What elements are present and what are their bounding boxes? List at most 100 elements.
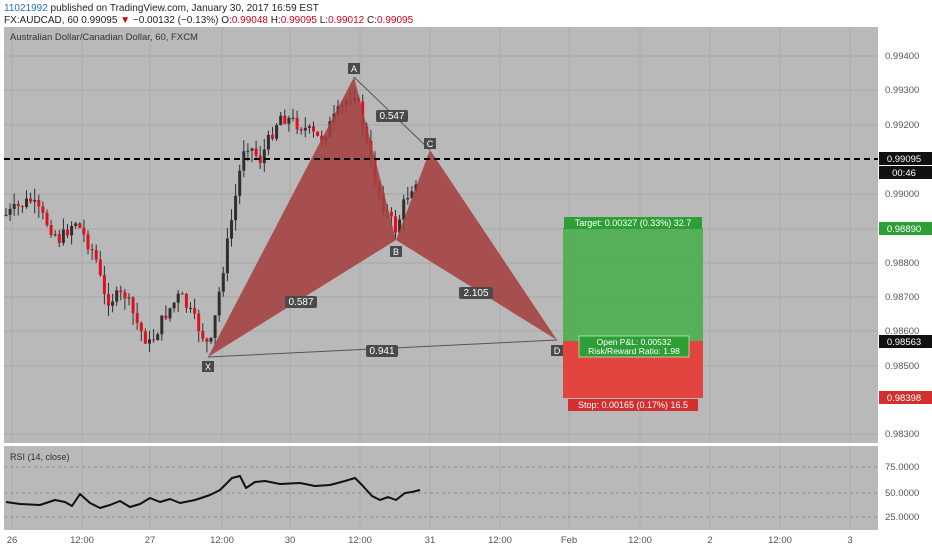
candle-body bbox=[189, 307, 192, 309]
risk-reward-label: Risk/Reward Ratio: 1.98 bbox=[588, 346, 680, 356]
entry-price-tag-text: 0.98563 bbox=[887, 337, 921, 348]
target-price-tag bbox=[879, 222, 932, 235]
target-price-tag-text: 0.98890 bbox=[887, 224, 921, 235]
candle-body bbox=[156, 334, 160, 341]
candle-body bbox=[107, 294, 110, 306]
target-zone[interactable] bbox=[563, 228, 703, 341]
candle-body bbox=[176, 293, 180, 303]
candle-body bbox=[225, 238, 229, 274]
price-tick-label: 0.98700 bbox=[885, 292, 919, 303]
candle-body bbox=[12, 203, 16, 209]
candle-body bbox=[102, 275, 106, 295]
candle-body bbox=[283, 115, 287, 124]
point-c-box bbox=[424, 138, 436, 149]
candle-body bbox=[74, 223, 78, 226]
pl-label-box bbox=[578, 335, 690, 358]
rsi-tick-label: 25.0000 bbox=[885, 512, 919, 523]
candle-body bbox=[168, 308, 172, 319]
last-price: 0.99095 bbox=[81, 15, 118, 26]
time-axis[interactable] bbox=[4, 530, 878, 550]
ratio-bd-box bbox=[459, 287, 493, 299]
point-a-box bbox=[348, 63, 360, 74]
symbol-name[interactable]: FX:AUDCAD, 60 bbox=[4, 15, 79, 26]
price-tick-label: 0.99000 bbox=[885, 189, 919, 200]
candle-body bbox=[299, 129, 303, 131]
change-down-icon: ▼ bbox=[120, 15, 131, 26]
author-link[interactable]: 11021992 bbox=[4, 3, 48, 14]
low-label: L: bbox=[319, 15, 329, 26]
publish-text: published on TradingView.com, January 30… bbox=[50, 3, 319, 14]
candle-body bbox=[389, 211, 393, 217]
candle-body bbox=[16, 203, 20, 207]
time-tick-label: 26 bbox=[7, 535, 18, 546]
candle-body bbox=[234, 195, 238, 221]
candle-body bbox=[4, 214, 8, 216]
rsi-line bbox=[5, 475, 421, 509]
stop-label: Stop: 0.00165 (0.17%) 16.5 bbox=[578, 400, 688, 410]
price-axis[interactable] bbox=[878, 27, 932, 530]
ratio-ab: 0.547 bbox=[379, 111, 404, 122]
candle-body bbox=[410, 191, 414, 198]
candle-body bbox=[266, 134, 270, 150]
pattern-triangle-bcd[interactable] bbox=[396, 150, 557, 340]
candle-body bbox=[164, 315, 168, 319]
open-pl-label: Open P&L: 0.00532 bbox=[597, 337, 672, 347]
high-value: 0.99095 bbox=[280, 15, 317, 26]
ratio-xb: 0.587 bbox=[288, 297, 313, 308]
candle-body bbox=[172, 302, 176, 309]
candle-body bbox=[394, 216, 397, 233]
rsi-tick-label: 75.0000 bbox=[885, 462, 919, 473]
candle-body bbox=[135, 313, 139, 323]
candle-body bbox=[111, 301, 115, 306]
candle-body bbox=[82, 227, 86, 235]
candle-body bbox=[78, 223, 82, 228]
candle-body bbox=[238, 170, 242, 196]
harmonic-pattern[interactable]: 0.547 0.587 2.105 0.941 A X B C D bbox=[202, 63, 563, 372]
time-tick-label: 12:00 bbox=[488, 535, 512, 546]
symbol-quote-line: FX:AUDCAD, 60 0.99095 ▼ −0.00132 (−0.13%… bbox=[4, 15, 413, 26]
entry-price-tag bbox=[879, 335, 932, 348]
close-label: C: bbox=[367, 15, 377, 26]
time-tick-label: 12:00 bbox=[210, 535, 234, 546]
candle-body bbox=[70, 225, 74, 236]
candle-body bbox=[37, 199, 41, 207]
candle-body bbox=[66, 229, 69, 236]
candle-body bbox=[213, 315, 217, 338]
stop-price-tag bbox=[879, 391, 932, 404]
candle-body bbox=[139, 322, 143, 332]
stop-price-tag-text: 0.98398 bbox=[887, 393, 921, 404]
candle-body bbox=[205, 338, 209, 342]
candle-body bbox=[148, 339, 151, 344]
candle-body bbox=[279, 115, 283, 126]
rsi-pane-bg[interactable] bbox=[4, 446, 878, 530]
candle-body bbox=[180, 293, 184, 295]
main-pane-title: Australian Dollar/Canadian Dollar, 60, F… bbox=[10, 32, 198, 43]
candle-body bbox=[258, 155, 262, 164]
publish-line: 11021992 published on TradingView.com, J… bbox=[4, 3, 319, 14]
ratio-bd: 2.105 bbox=[463, 288, 488, 299]
price-tick-label: 0.98800 bbox=[885, 258, 919, 269]
point-x-box bbox=[202, 361, 214, 372]
point-a-label: A bbox=[351, 64, 357, 74]
point-x-label: X bbox=[205, 362, 211, 372]
long-position-tool[interactable]: Target: 0.00327 (0.33%) 32.7 Open P&L: 0… bbox=[563, 217, 703, 411]
price-tick-label: 0.98300 bbox=[885, 429, 919, 440]
countdown-tag-text: 00:46 bbox=[892, 168, 916, 179]
candle-body bbox=[303, 127, 307, 131]
candle-body bbox=[242, 151, 246, 171]
current-price-tag bbox=[879, 152, 932, 165]
pattern-triangle-xab[interactable] bbox=[208, 77, 396, 357]
candle-body bbox=[152, 339, 156, 341]
stop-label-box bbox=[568, 399, 698, 411]
candle-body bbox=[398, 219, 402, 233]
candle-body bbox=[262, 149, 266, 164]
ratio-ab-box bbox=[376, 110, 408, 122]
candle-body bbox=[209, 337, 213, 342]
time-tick-label: 31 bbox=[425, 535, 436, 546]
candle-body bbox=[53, 234, 57, 236]
time-tick-label: 12:00 bbox=[628, 535, 652, 546]
candle-body bbox=[98, 259, 102, 276]
open-value: 0.99048 bbox=[231, 15, 268, 26]
close-value: 0.99095 bbox=[377, 15, 414, 26]
